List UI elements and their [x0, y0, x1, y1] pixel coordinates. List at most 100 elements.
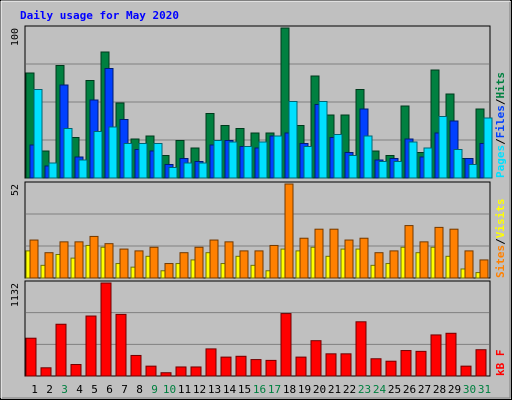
bar-sites-day-5 [89, 235, 99, 279]
bar-kb-f-day-23 [355, 321, 367, 377]
day-label: 4 [76, 383, 83, 396]
bar-sites-day-21 [329, 228, 339, 279]
bar-sites-day-7 [119, 248, 129, 279]
bar-kb-f-day-26 [400, 350, 412, 377]
legend-entry: / [494, 238, 507, 245]
day-label: 18 [283, 383, 296, 396]
bar-pages-day-6 [108, 126, 118, 179]
y-axis-max-label: 100 [10, 28, 21, 46]
bar-sites-day-2 [44, 252, 54, 279]
bar-pages-day-28 [438, 116, 448, 179]
day-label: 5 [91, 383, 98, 396]
bar-sites-day-1 [29, 239, 39, 279]
bar-kb-f-day-14 [220, 356, 232, 377]
bar-sites-day-30 [464, 250, 474, 279]
bar-pages-day-11 [183, 162, 193, 179]
bar-kb-f-day-11 [175, 366, 187, 377]
bar-sites-day-18 [284, 183, 294, 279]
bar-kb-f-day-9 [145, 365, 157, 377]
bar-kb-f-day-27 [415, 350, 427, 377]
day-label: 20 [313, 383, 326, 396]
legend-kbytes: kB F [494, 350, 507, 377]
bar-pages-day-14 [228, 141, 238, 179]
day-label: 14 [223, 383, 237, 396]
bar-pages-day-3 [63, 128, 73, 179]
chart-panels: 100 Pages/Files/Hits 52 Sites/Visits 1132 kB … [10, 25, 507, 377]
bar-kb-f-day-13 [205, 348, 217, 377]
bar-pages-day-13 [213, 140, 223, 179]
bar-kb-f-day-2 [40, 367, 52, 377]
legend-entry: Visits [494, 199, 507, 239]
day-label: 11 [178, 383, 191, 396]
bar-sites-day-31 [479, 259, 489, 279]
day-label: 10 [163, 383, 176, 396]
bar-kb-f-day-25 [385, 360, 397, 377]
bar-pages-day-1 [33, 89, 43, 179]
day-label: 3 [61, 383, 68, 396]
bar-pages-day-26 [408, 141, 418, 179]
bar-pages-day-5 [93, 131, 103, 179]
bar-kb-f-day-6 [100, 282, 112, 377]
bar-kb-f-day-31 [475, 349, 487, 377]
bar-kb-f-day-12 [190, 366, 202, 377]
legend-entry: kB F [494, 350, 507, 377]
bar-kb-f-day-3 [55, 323, 67, 377]
day-label: 7 [121, 383, 128, 396]
day-label: 19 [298, 383, 311, 396]
day-label: 26 [403, 383, 416, 396]
y-axis-max-label: 1132 [10, 283, 21, 307]
bar-kb-f-day-28 [430, 334, 442, 377]
bar-kb-f-day-16 [250, 359, 262, 377]
bar-kb-f-day-21 [325, 353, 337, 377]
day-label: 15 [238, 383, 251, 396]
bar-sites-day-10 [164, 263, 174, 279]
bar-kb-f-day-8 [130, 354, 142, 377]
bar-pages-day-4 [78, 159, 88, 179]
bar-sites-day-22 [344, 239, 354, 279]
bar-pages-day-25 [393, 161, 403, 179]
bar-sites-day-24 [374, 252, 384, 279]
bar-sites-day-19 [299, 237, 309, 279]
bar-kb-f-day-1 [25, 337, 37, 377]
bar-sites-day-27 [419, 241, 429, 279]
legend-hits-files-pages: Pages/Files/Hits [494, 72, 507, 178]
y-axis-max-label: 52 [10, 184, 21, 196]
bar-sites-day-9 [149, 246, 159, 279]
bar-kb-f-day-22 [340, 353, 352, 377]
bar-pages-day-22 [348, 155, 358, 179]
bar-pages-day-15 [243, 146, 253, 179]
day-label: 17 [268, 383, 281, 396]
bar-kb-f-day-15 [235, 355, 247, 377]
day-label: 13 [208, 383, 221, 396]
legend-entry: Hits [494, 72, 507, 99]
bar-pages-day-10 [168, 167, 178, 179]
bar-pages-day-8 [138, 143, 148, 179]
bar-pages-day-12 [198, 162, 208, 179]
bar-sites-day-20 [314, 228, 324, 279]
bar-sites-day-12 [194, 246, 204, 279]
bar-sites-day-8 [134, 250, 144, 279]
legend-entry: Files [494, 105, 507, 138]
bar-sites-day-29 [449, 228, 459, 279]
day-label: 24 [373, 383, 387, 396]
bar-kb-f-day-18 [280, 313, 292, 377]
bar-kb-f-day-10 [160, 372, 172, 377]
bar-pages-day-9 [153, 143, 163, 179]
bar-pages-day-27 [423, 147, 433, 179]
bar-sites-day-26 [404, 225, 414, 279]
day-label: 23 [358, 383, 371, 396]
bar-pages-day-18 [288, 101, 298, 179]
bar-pages-day-31 [483, 117, 493, 179]
bar-pages-day-19 [303, 146, 313, 179]
bar-kb-f-day-7 [115, 313, 127, 377]
legend-visits-sites: Sites/Visits [494, 199, 507, 279]
bar-kb-f-day-19 [295, 356, 307, 377]
bar-sites-day-14 [224, 241, 234, 279]
bar-sites-day-13 [209, 239, 219, 279]
bar-pages-day-24 [378, 161, 388, 179]
bar-sites-day-25 [389, 250, 399, 279]
bar-sites-day-11 [179, 252, 189, 279]
bar-pages-day-29 [453, 149, 463, 179]
bar-sites-day-3 [59, 241, 69, 279]
